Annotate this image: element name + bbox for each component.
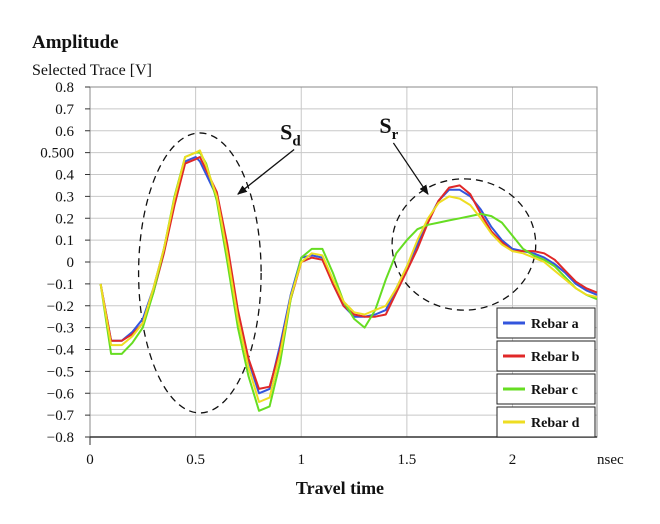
annotation-arrow-sr (392, 142, 429, 196)
x-tick-label: 0.5 (186, 452, 205, 468)
y-tick-label: 0.6 (55, 124, 74, 140)
y-tick-label: 0.7 (55, 102, 74, 118)
legend-label: Rebar c (531, 383, 578, 398)
y-tick-label: −0.8 (47, 430, 74, 446)
annotation-label-sd: Sd (280, 120, 301, 150)
x-axis-label: Travel time (296, 478, 384, 498)
legend-label: Rebar b (531, 350, 580, 365)
y-tick-label: 0.500 (40, 146, 74, 162)
chart-title: Amplitude (32, 32, 119, 53)
y-tick-label: −0.2 (47, 299, 74, 315)
x-tick-label: 2 (509, 452, 517, 468)
y-axis-label: Selected Trace [V] (32, 62, 152, 79)
x-tick-label: 0 (86, 452, 94, 468)
y-tick-label: −0.5 (47, 364, 74, 380)
series-lines (99, 149, 598, 412)
x-unit-label: nsec (597, 452, 624, 468)
annotation-arrow-sd (237, 148, 295, 195)
y-tick-label: −0.1 (47, 277, 74, 293)
series-line-4 (99, 149, 598, 403)
y-tick-label: −0.3 (47, 321, 74, 337)
annotation-label-sr: Sr (379, 113, 398, 143)
y-tick-label: 0.1 (55, 233, 74, 249)
y-tick-label: −0.6 (47, 386, 75, 402)
annotation-ellipse-sr (391, 178, 537, 311)
x-tick-label: 1 (298, 452, 306, 468)
y-tick-labels: 0.8 0.7 0.6 0.500 0.4 0.3 0.2 0.1 0 −0.1 −0.2 −0.3 −… (40, 80, 90, 446)
y-tick-label: 0.8 (55, 80, 74, 96)
legend: Rebar a Rebar b Rebar c Rebar d (496, 307, 596, 438)
annotation-ellipse-sd (137, 132, 262, 414)
x-tick-label: 1.5 (398, 452, 417, 468)
legend-label: Rebar d (531, 416, 580, 431)
y-tick-label: 0.2 (55, 211, 74, 227)
y-tick-label: 0 (67, 255, 75, 271)
legend-label: Rebar a (531, 317, 579, 332)
y-tick-label: 0.4 (55, 168, 74, 184)
y-tick-label: −0.7 (47, 408, 75, 424)
x-tick-labels: 0 0.5 1 1.5 2 (86, 452, 516, 468)
y-tick-label: 0.3 (55, 189, 74, 205)
y-tick-label: −0.4 (47, 343, 75, 359)
